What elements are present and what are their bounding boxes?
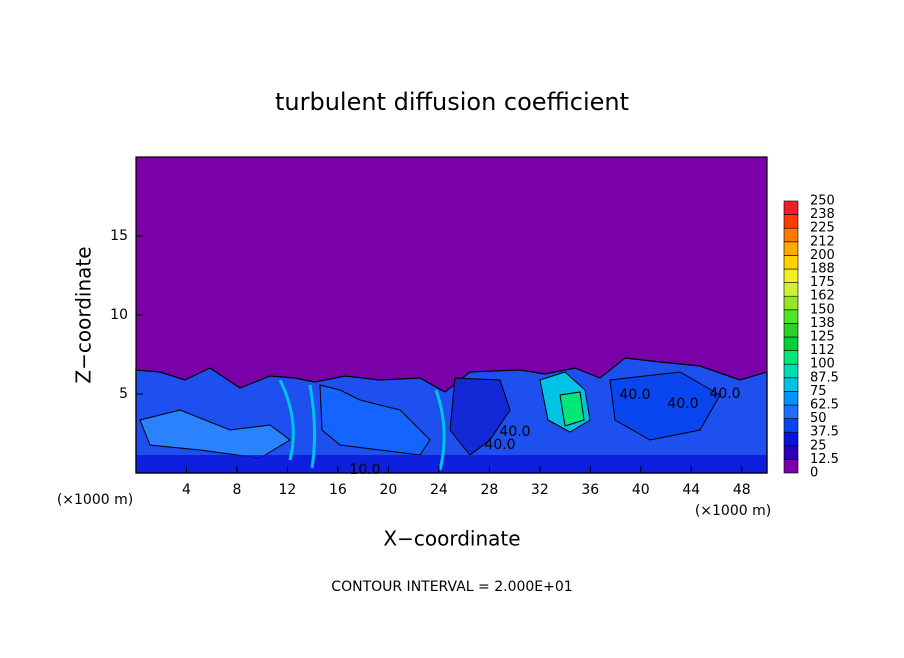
x-tick-label: 48 [733, 482, 751, 498]
colorbar-box [783, 295, 799, 311]
colorbar-label: 25 [810, 438, 827, 453]
colorbar-box [783, 350, 799, 365]
y-tick-label: 5 [119, 386, 128, 402]
colorbar-box [783, 418, 799, 433]
colorbar-box [783, 377, 799, 392]
colorbar-label: 12.5 [810, 452, 839, 467]
contour-label: 40.0 [619, 387, 650, 403]
colorbar-box [783, 282, 799, 297]
colorbar-box [783, 363, 799, 379]
colorbar-box [783, 336, 799, 351]
colorbar-label: 87.5 [810, 370, 839, 385]
colorbar-box [783, 391, 799, 406]
colorbar-label: 150 [810, 302, 835, 317]
colorbar-label: 200 [810, 248, 835, 263]
colorbar-label: 225 [810, 221, 835, 236]
field-filament [278, 379, 446, 471]
field-region [559, 391, 585, 427]
colorbar-label: 162 [810, 289, 835, 304]
x-tick-label: 36 [581, 482, 599, 498]
colorbar-box [783, 445, 799, 460]
field-region [136, 455, 767, 473]
colorbar-label: 0 [810, 466, 818, 481]
contour-label: 40.0 [499, 424, 530, 440]
contour-label: 40.0 [667, 396, 698, 412]
colorbar-label: 112 [810, 343, 835, 358]
contour-label: 10.0 [349, 462, 380, 478]
x-unit: (×1000 m) [57, 492, 133, 508]
colorbar-box [783, 227, 799, 243]
colorbar-label: 37.5 [810, 425, 839, 440]
x-tick-label: 28 [480, 482, 498, 498]
colorbar-label: 238 [810, 207, 835, 222]
colorbar-label: 62.5 [810, 398, 839, 413]
field-region [319, 384, 431, 456]
field [135, 157, 768, 474]
colorbar-label: 175 [810, 275, 835, 290]
footer: CONTOUR INTERVAL = 2.000E+01 [331, 579, 572, 595]
contour-label: 40.0 [484, 437, 515, 453]
y-axis-label: Z−coordinate [72, 246, 96, 383]
x-unit: (×1000 m) [695, 503, 771, 519]
x-axis-label: X−coordinate [383, 527, 520, 551]
x-tick-label: 24 [430, 482, 448, 498]
contour-label: 40.0 [709, 386, 740, 402]
field-region [449, 377, 511, 456]
x-tick-label: 16 [329, 482, 347, 498]
y-tick-label: 15 [110, 228, 128, 244]
colorbar-label: 212 [810, 234, 835, 249]
field-region [139, 409, 291, 459]
colorbar-box [783, 459, 799, 474]
colorbar-box [783, 268, 799, 283]
colorbar-label: 100 [810, 357, 835, 372]
colorbar-label: 75 [810, 384, 827, 399]
x-tick-label: 44 [682, 482, 700, 498]
x-tick-label: 20 [379, 482, 397, 498]
colorbar-box [783, 214, 799, 229]
x-tick-label: 8 [232, 482, 241, 498]
colorbar-box [783, 431, 799, 447]
y-tick-label: 10 [110, 307, 128, 323]
x-tick-label: 4 [182, 482, 191, 498]
x-tick-label: 40 [632, 482, 650, 498]
colorbar-box [783, 255, 799, 270]
colorbar-box [783, 309, 799, 324]
colorbar-label: 125 [810, 330, 835, 345]
chart-title: turbulent diffusion coefficient [275, 88, 629, 116]
colorbar-box [783, 404, 799, 419]
colorbar-label: 250 [810, 194, 835, 209]
colorbar-box [783, 323, 799, 338]
colorbar-box [783, 200, 799, 215]
x-tick-label: 12 [279, 482, 297, 498]
colorbar-label: 50 [810, 411, 827, 426]
colorbar-box [783, 241, 799, 256]
x-tick-label: 32 [531, 482, 549, 498]
colorbar-label: 138 [810, 316, 835, 331]
field-region [609, 371, 721, 441]
colorbar-label: 188 [810, 262, 835, 277]
